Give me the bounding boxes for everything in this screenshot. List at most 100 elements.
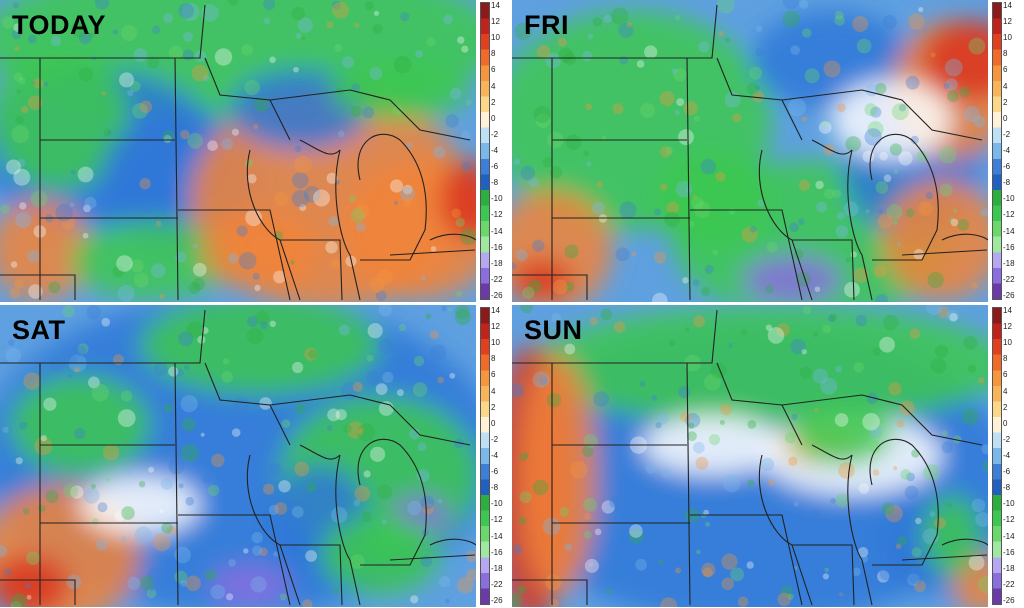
map-panel-today: TODAY 14 12 10 8 6 4 2 0 -2 -4 -6 -8 -10 -12 -14 -16 -18… [0,0,510,302]
scale-tick-label: -8 [1003,483,1011,493]
map-panel-sat: SAT 14 12 10 8 6 4 2 0 -2 -4 -6 -8 -10 -12 -14 -16 -18 -2… [0,305,510,607]
color-scale-bar [480,307,490,605]
scale-tick-label: 14 [1003,1,1012,10]
scale-tick-label: 12 [491,17,500,27]
scale-tick-label: -14 [491,531,503,541]
scale-tick-label: 8 [1003,354,1008,364]
scale-tick-label: 8 [491,354,496,364]
scale-tick-label: 12 [1003,17,1012,27]
color-scale-bar [480,2,490,300]
scale-tick-label: -8 [491,178,499,188]
scale-tick-label: 14 [491,306,500,315]
color-scale-bar [992,307,1002,605]
day-label: SUN [524,315,583,345]
border-lines [0,309,476,606]
border-lines [512,4,988,301]
day-label: TODAY [12,10,107,40]
scale-tick-label: 2 [1003,402,1008,412]
border-lines [512,309,988,606]
scale-tick-label: 6 [1003,370,1008,380]
scale-tick-label: 10 [1003,338,1012,348]
scale-tick-label: -12 [491,210,503,220]
scale-tick-label: -6 [1003,467,1011,477]
scale-tick-label: 10 [491,338,500,348]
scale-tick-label: -16 [1003,242,1015,252]
scale-tick-label: -4 [491,451,499,460]
precipitation-anomaly-map [512,305,988,607]
border-lines [0,4,476,301]
scale-tick-label: -16 [491,547,503,557]
scale-tick-label: 4 [1003,386,1008,396]
color-scale-legend: 14 12 10 8 6 4 2 0 -2 -4 -6 -8 -10 -12 -14 -16 -18 -22 -26 [990,2,1022,300]
scale-tick-label: -26 [1003,291,1015,300]
scale-tick-label: -16 [1003,547,1015,557]
scale-tick-label: -8 [491,483,499,493]
color-scale-legend: 14 12 10 8 6 4 2 0 -2 -4 -6 -8 -10 -12 -14 -16 -18 -22 -26 [478,307,510,605]
scale-tick-label: -4 [1003,451,1011,460]
scale-tick-label: -12 [1003,515,1015,525]
scale-tick-label: -4 [491,146,499,155]
scale-tick-label: 4 [1003,81,1008,91]
scale-tick-label: 2 [491,402,496,412]
scale-tick-label: -22 [1003,579,1015,589]
scale-tick-label: 2 [491,97,496,107]
map-panel-fri: FRI 14 12 10 8 6 4 2 0 -2 -4 -6 -8 -10 -12 -14 -16 -18 -2… [512,0,1022,302]
scale-tick-label: -16 [491,242,503,252]
scale-tick-label: 10 [491,33,500,43]
scale-tick-label: -10 [491,194,503,204]
scale-tick-label: -26 [491,291,503,300]
scale-tick-label: 10 [1003,33,1012,43]
scale-tick-label: -8 [1003,178,1011,188]
map-panel-sun: SUN 14 12 10 8 6 4 2 0 -2 -4 -6 -8 -10 -12 -14 -16 -18 -2… [512,305,1022,607]
scale-tick-label: -22 [491,579,503,589]
scale-tick-label: -2 [1003,434,1011,444]
scale-tick-label: 8 [491,49,496,59]
scale-tick-label: 0 [1003,113,1008,123]
scale-tick-label: -26 [1003,596,1015,605]
scale-tick-label: 4 [491,386,496,396]
scale-tick-label: 12 [1003,322,1012,332]
day-label: FRI [524,10,569,40]
scale-tick-label: -14 [491,226,503,236]
precipitation-anomaly-map [0,0,476,302]
scale-tick-label: -14 [1003,226,1015,236]
scale-tick-label: -10 [1003,194,1015,204]
scale-tick-label: -18 [1003,563,1015,573]
scale-tick-label: -12 [1003,210,1015,220]
scale-tick-label: 4 [491,81,496,91]
scale-tick-label: -26 [491,596,503,605]
color-scale-bar [992,2,1002,300]
precipitation-anomaly-map [0,305,476,607]
scale-tick-label: -6 [491,162,499,172]
scale-tick-label: -2 [491,129,499,139]
scale-tick-label: -18 [1003,258,1015,268]
scale-tick-label: -10 [1003,499,1015,509]
scale-tick-label: -18 [491,258,503,268]
precipitation-anomaly-map [512,0,988,302]
scale-tick-label: 12 [491,322,500,332]
scale-tick-label: -18 [491,563,503,573]
scale-tick-label: 6 [491,370,496,380]
color-scale-legend: 14 12 10 8 6 4 2 0 -2 -4 -6 -8 -10 -12 -14 -16 -18 -22 -26 [990,307,1022,605]
scale-tick-label: -22 [491,274,503,284]
scale-tick-label: -6 [1003,162,1011,172]
scale-tick-label: 0 [491,418,496,428]
scale-tick-label: -4 [1003,146,1011,155]
scale-tick-label: -2 [491,434,499,444]
scale-tick-label: -14 [1003,531,1015,541]
scale-tick-label: 2 [1003,97,1008,107]
scale-tick-label: 6 [1003,65,1008,75]
day-label: SAT [12,315,66,345]
color-scale-legend: 14 12 10 8 6 4 2 0 -2 -4 -6 -8 -10 -12 -14 -16 -18 -22 -26 [478,2,510,300]
scale-tick-label: -10 [491,499,503,509]
scale-tick-label: 0 [491,113,496,123]
scale-tick-label: 0 [1003,418,1008,428]
scale-tick-label: 6 [491,65,496,75]
scale-tick-label: -12 [491,515,503,525]
scale-tick-label: 8 [1003,49,1008,59]
scale-tick-label: -2 [1003,129,1011,139]
scale-tick-label: -6 [491,467,499,477]
scale-tick-label: 14 [491,1,500,10]
scale-tick-label: 14 [1003,306,1012,315]
scale-tick-label: -22 [1003,274,1015,284]
